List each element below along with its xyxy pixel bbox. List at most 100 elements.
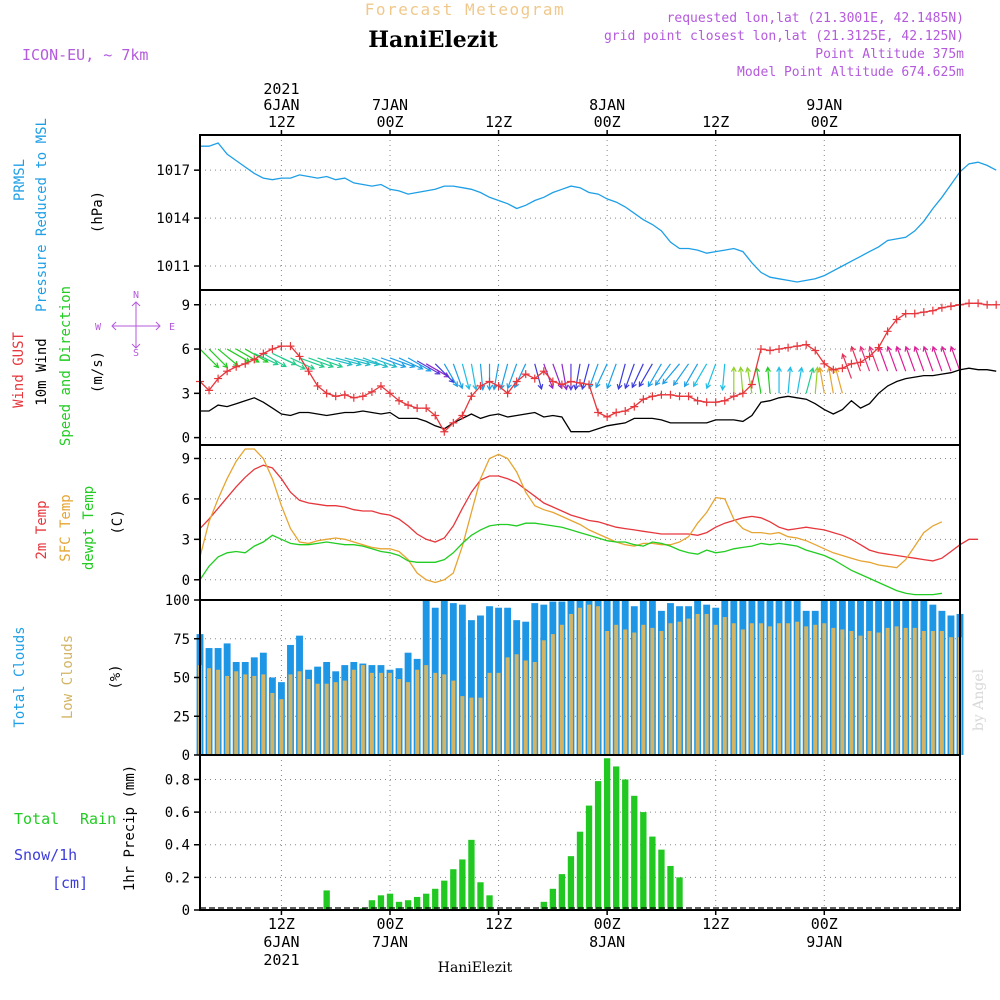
gust-marker [648, 392, 657, 401]
temp-frame [199, 444, 961, 601]
gust-marker [277, 342, 286, 351]
low-cloud-bar [541, 640, 546, 755]
low-cloud-bar [840, 629, 845, 755]
bottom-time-label: 12Z [268, 915, 295, 933]
rain-bar [558, 874, 566, 910]
low-cloud-bar [523, 660, 528, 755]
wind-direction-arrow [850, 345, 862, 372]
top-time-label: 12Z [268, 113, 295, 131]
wind-direction-arrow [443, 363, 458, 388]
gust-marker [983, 300, 992, 309]
wind-direction-arrow [263, 352, 287, 368]
gust-marker [259, 349, 268, 358]
low-cloud-bar [559, 624, 564, 755]
low-cloud-bar [424, 665, 429, 755]
low-cloud-bar [858, 635, 863, 755]
temp-ytick-label: 0 [182, 573, 190, 589]
gust-marker [838, 364, 847, 373]
low-cloud-bar [885, 627, 890, 755]
gust-marker [295, 352, 304, 361]
gust-marker [729, 392, 738, 401]
rain-bar [441, 880, 448, 910]
gust-marker [367, 387, 376, 396]
low-cloud-bar [279, 699, 284, 755]
wind-ytick-label: 9 [182, 298, 190, 314]
wind-frame [199, 289, 961, 446]
low-cloud-bar [758, 623, 763, 755]
rain-bar [576, 831, 584, 910]
wind-direction-arrow [461, 363, 471, 391]
wind-direction-arrow [886, 345, 898, 372]
precip-ytick-label: 0.8 [165, 772, 190, 788]
low-cloud-bar [695, 613, 700, 755]
gust-marker [557, 380, 566, 389]
bottom-time-label: 12Z [702, 915, 729, 933]
low-cloud-bar [216, 669, 221, 755]
bottom-time-label: 7JAN [372, 933, 408, 951]
wind-direction-arrow [705, 363, 717, 390]
top-time-label: 2021 [263, 80, 299, 98]
low-cloud-bar [460, 696, 465, 755]
top-time-label: 8JAN [589, 96, 625, 114]
wind-direction-arrow [638, 363, 653, 388]
low-cloud-bar [740, 629, 745, 755]
wind-direction-arrow [817, 366, 825, 394]
wind-direction-arrow [561, 363, 569, 391]
wind-direction-arrow [335, 357, 363, 367]
rain-bar [540, 901, 547, 910]
gust-marker [612, 408, 621, 417]
temp-panel: 0 3 6 9 2m Temp SFC Temp dewpt Temp (C) [34, 444, 979, 601]
gust-marker [566, 377, 575, 386]
temp-series [199, 448, 979, 596]
wind-direction-arrow [833, 367, 843, 394]
temp-sfc-label: SFC Temp [58, 494, 74, 561]
wind-direction-arrow [826, 366, 834, 394]
low-cloud-bar [795, 621, 800, 755]
wind-direction-arrow [371, 357, 398, 369]
gust-marker [711, 398, 720, 407]
low-cloud-bar [415, 669, 420, 755]
wind-direction-arrow [344, 357, 372, 367]
wind-direction-arrow [647, 363, 662, 388]
low-cloud-bar [786, 623, 791, 755]
temp-ytick-label: 3 [182, 532, 190, 548]
low-cloud-bar [894, 626, 899, 755]
rain-bar [658, 849, 665, 910]
precip-ytick-label: 0.2 [165, 870, 190, 886]
low-cloud-bar [234, 671, 239, 755]
low-cloud-bar [406, 682, 411, 755]
rain-bar [368, 900, 376, 910]
rain-bar [386, 893, 394, 910]
low-cloud-bar [261, 674, 266, 755]
wind-direction-arrow [616, 363, 626, 391]
rain-bar [549, 888, 557, 910]
gust-marker [784, 343, 793, 352]
gust-marker [702, 398, 711, 407]
pressure-ytick-label: 1014 [156, 211, 190, 227]
gust-marker [340, 390, 349, 399]
low-cloud-bar [822, 623, 827, 755]
top-time-label: 12Z [702, 113, 729, 131]
temp-ytick-label: 6 [182, 492, 190, 508]
bottom-time-label: 8JAN [589, 933, 625, 951]
pressure-grid [200, 135, 960, 290]
temp-dewpt-label: dewpt Temp [81, 486, 97, 570]
clouds-y-axis: 0 25 50 75 100 [165, 593, 200, 764]
rain-bar [603, 758, 611, 910]
gust-marker [548, 377, 557, 386]
low-cloud-bar [442, 674, 447, 755]
low-cloud-bar [225, 675, 230, 755]
gust-marker [476, 381, 485, 390]
point-altitude: Point Altitude 375m [815, 47, 964, 62]
top-time-label: 6JAN [263, 96, 299, 114]
pressure-frame [199, 134, 961, 291]
wind-ytick-label: 6 [182, 342, 190, 358]
rain-bar [468, 839, 475, 910]
gust-marker [223, 367, 232, 376]
low-cloud-bar [722, 617, 727, 755]
wind-direction-arrow [931, 345, 943, 372]
gust-marker [738, 389, 747, 398]
wind-direction-arrow [683, 363, 699, 388]
wind-direction-arrow [605, 363, 617, 390]
wind-direction-arrow [580, 363, 590, 391]
